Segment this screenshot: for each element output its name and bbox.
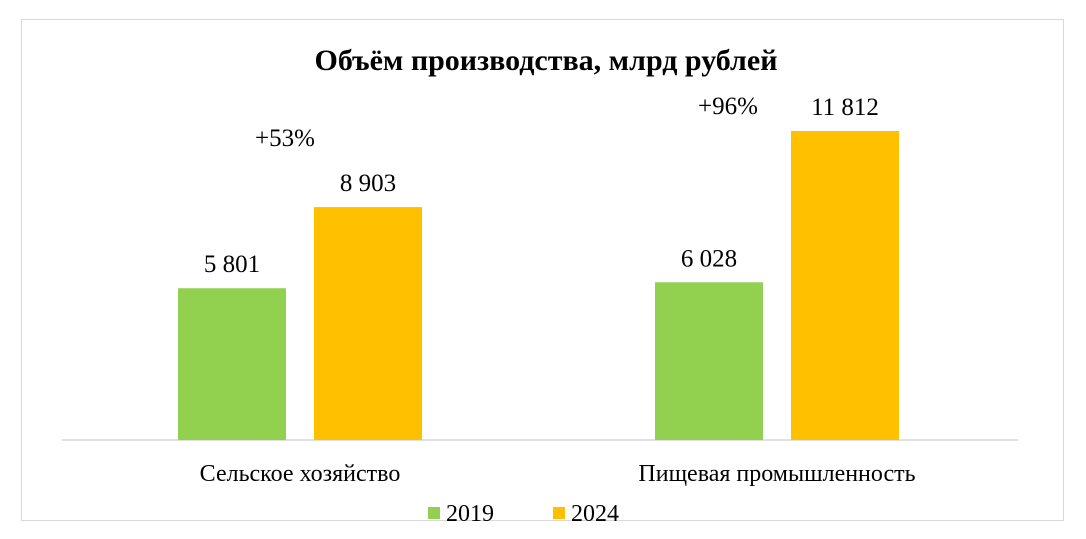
- bar-2024-food-industry: [791, 131, 899, 440]
- bars-group: [178, 131, 899, 440]
- value-label-2024-agriculture: 8 903: [340, 170, 396, 197]
- category-label-agriculture: Сельское хозяйство: [200, 461, 401, 487]
- growth-annotation-agriculture: +53%: [255, 125, 315, 152]
- value-label-2024-food-industry: 11 812: [811, 94, 879, 121]
- legend-label-2019: 2019: [446, 501, 494, 527]
- value-label-2019-food-industry: 6 028: [681, 245, 737, 272]
- growth-annotation-food-industry: +96%: [698, 93, 758, 120]
- value-labels-group: 5 801 8 903 6 028 11 812: [204, 94, 879, 278]
- legend-swatch-2024: [553, 507, 565, 519]
- bar-2019-food-industry: [655, 282, 763, 440]
- category-label-food-industry: Пищевая промышленность: [638, 461, 915, 487]
- bar-2024-agriculture: [314, 207, 422, 440]
- legend-swatch-2019: [428, 507, 440, 519]
- legend: 2019 2024: [428, 501, 619, 527]
- value-label-2019-agriculture: 5 801: [204, 251, 260, 278]
- legend-label-2024: 2024: [571, 501, 619, 527]
- bar-2019-agriculture: [178, 288, 286, 440]
- chart-title: Объём производства, млрд рублей: [314, 44, 777, 77]
